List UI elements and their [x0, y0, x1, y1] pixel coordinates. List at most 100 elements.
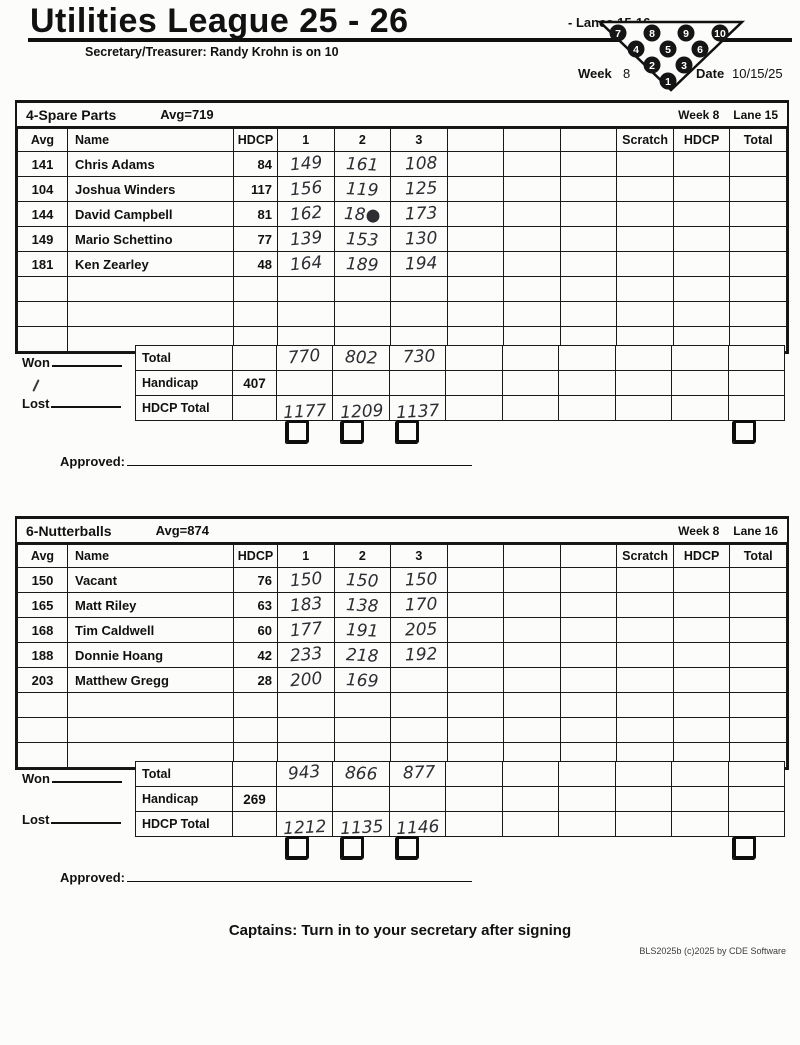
team-average: Avg=874 [155, 523, 209, 538]
game1-score: 200 [277, 667, 335, 693]
empty-cell [559, 301, 618, 327]
game1-checkbox[interactable] [286, 420, 309, 443]
total-cell [729, 201, 787, 227]
game1-checkbox[interactable] [286, 836, 309, 859]
col-total: Total [729, 544, 787, 568]
empty-cell [232, 395, 277, 421]
empty-cell [672, 301, 731, 327]
empty-cell [332, 370, 390, 396]
empty-cell [232, 345, 277, 371]
game3-score: 170 [390, 592, 448, 618]
date-label-text: Date [696, 66, 725, 81]
col-game2: 2 [333, 544, 392, 568]
scratch-cell [616, 642, 674, 668]
empty-cell [558, 811, 616, 837]
scratch-cell [616, 176, 674, 202]
empty-cell [671, 395, 729, 421]
game3-score: 130 [390, 226, 448, 252]
empty-cell [614, 811, 673, 837]
empty-cell [503, 151, 561, 177]
empty-cell [17, 326, 68, 352]
game3-score: 108 [390, 151, 448, 177]
empty-cell [501, 786, 560, 812]
hdcp-cell [672, 667, 731, 693]
empty-cell [446, 251, 505, 277]
hdcp-total-label: HDCP Total [135, 811, 233, 837]
approved-field: Approved: [60, 453, 472, 469]
player-hdcp: 63 [233, 592, 278, 618]
total-checkbox[interactable] [733, 836, 756, 859]
game2-checkbox[interactable] [341, 420, 364, 443]
empty-cell [503, 226, 561, 252]
empty-cell [277, 301, 335, 327]
date-label: Date [696, 66, 724, 81]
empty-cell [558, 761, 616, 787]
empty-cell [614, 761, 673, 787]
won-line[interactable] [51, 353, 122, 367]
empty-cell [275, 786, 334, 812]
player-hdcp: 81 [233, 201, 278, 227]
totals-table: Total 770 802 730 Handicap 407 HDCP Tota… [135, 345, 785, 423]
empty-cell [501, 370, 560, 396]
hdcp-cell [672, 592, 731, 618]
lost-line[interactable] [51, 394, 122, 408]
empty-cell [501, 395, 560, 421]
game3-score: 194 [390, 251, 448, 277]
scores-table: Avg Name HDCP 1 2 3 Scratch HDCP Total 1… [17, 544, 787, 768]
empty-cell [233, 301, 278, 327]
game1-hdcp-total: 1212 [275, 811, 334, 839]
game2-score: 189 [333, 251, 392, 277]
handicap-label: Handicap [135, 786, 233, 812]
empty-cell [445, 811, 503, 837]
empty-cell [671, 345, 729, 371]
col-hdcp2: HDCP [672, 544, 731, 568]
team-name: 6-Nutterballs [26, 522, 112, 539]
approved-signature-line[interactable] [127, 453, 472, 466]
team-section-nutterballs: 6-Nutterballs Avg=874 Week 8 Lane 16 Avg… [15, 516, 789, 916]
software-credit: BLS2025b (c)2025 by CDE Software [639, 946, 786, 956]
bowling-pin-rack-icon: 7 8 9 10 4 5 6 2 3 1 [596, 20, 746, 92]
game2-checkbox[interactable] [341, 836, 364, 859]
empty-cell [558, 786, 616, 812]
player-row: 141 Chris Adams 84 149 161 108 [17, 151, 787, 177]
scratch-cell [616, 667, 674, 693]
player-avg: 104 [17, 176, 68, 202]
empty-cell [614, 370, 673, 396]
hdcp-cell [672, 176, 731, 202]
won-field: Won [22, 769, 122, 786]
captains-instruction: Captains: Turn in to your secretary afte… [228, 922, 572, 939]
empty-cell [614, 395, 673, 421]
week-label-text: Week [578, 66, 612, 81]
empty-cell [332, 786, 390, 812]
player-name: Chris Adams [67, 151, 234, 177]
won-label: Won [22, 355, 50, 370]
empty-cell [388, 786, 447, 812]
hdcp-cell [672, 226, 731, 252]
empty-cell [232, 811, 277, 837]
empty-cell [446, 667, 505, 693]
lost-field: Lost [22, 810, 122, 827]
empty-cell [503, 717, 561, 743]
total-cell [729, 251, 787, 277]
game3-checkbox[interactable] [396, 836, 419, 859]
game3-score: 150 [390, 567, 448, 593]
secretary-line: Secretary/Treasurer: Randy Krohn is on 1… [85, 45, 339, 59]
player-hdcp: 117 [233, 176, 278, 202]
empty-cell [559, 151, 618, 177]
pin-9: 9 [683, 28, 689, 40]
total-cell [729, 567, 787, 593]
empty-cell [501, 811, 560, 837]
approved-signature-line[interactable] [127, 869, 472, 882]
lane-badge: Lane 16 [733, 523, 778, 538]
stray-pen-mark [32, 379, 40, 392]
total-checkbox[interactable] [733, 420, 756, 443]
header-row: Avg Name HDCP 1 2 3 Scratch HDCP Total [17, 128, 787, 152]
lost-line[interactable] [51, 810, 122, 824]
handicap-label: Handicap [135, 370, 233, 396]
game3-checkbox[interactable] [396, 420, 419, 443]
player-name: Mario Schettino [67, 226, 234, 252]
game2-total: 802 [332, 345, 390, 371]
won-line[interactable] [51, 769, 122, 783]
empty-cell [559, 176, 618, 202]
game1-total: 770 [275, 345, 334, 371]
